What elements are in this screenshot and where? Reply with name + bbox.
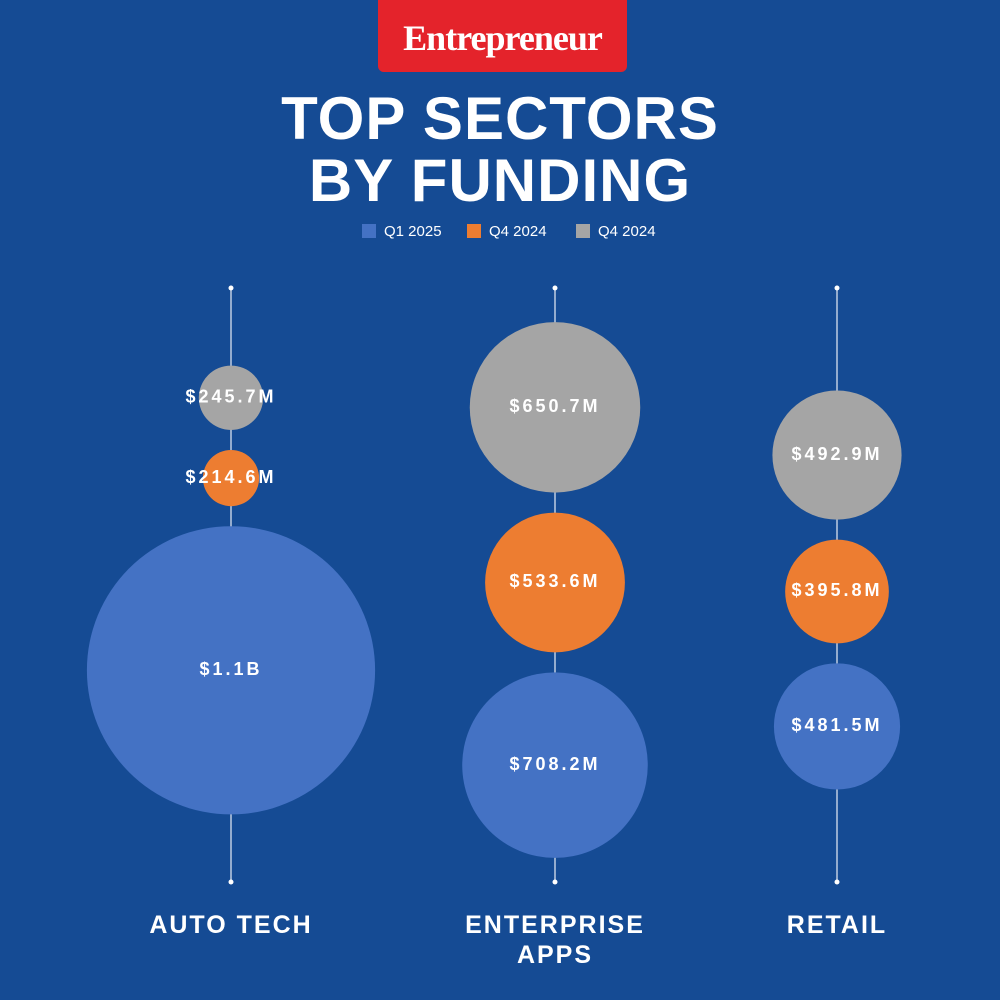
bubble bbox=[202, 449, 260, 507]
value-label: $533.6M bbox=[509, 571, 600, 591]
axis-end bbox=[228, 285, 234, 291]
bubble bbox=[86, 526, 376, 815]
legend-swatch bbox=[576, 224, 590, 238]
axis-end bbox=[834, 879, 840, 885]
bubble bbox=[772, 390, 902, 520]
axis-end bbox=[834, 285, 840, 291]
chart-title: TOP SECTORS BY FUNDING bbox=[281, 85, 719, 214]
bubble bbox=[198, 365, 264, 430]
bubble bbox=[773, 663, 901, 790]
axis-end bbox=[552, 285, 558, 291]
category-label: ENTERPRISE APPS bbox=[465, 911, 645, 969]
axis-end bbox=[228, 879, 234, 885]
value-label: $214.6M bbox=[185, 467, 276, 487]
bubble bbox=[785, 539, 889, 644]
value-label: $650.7M bbox=[509, 396, 600, 416]
legend-label: Q1 2025 bbox=[384, 223, 442, 240]
value-label: $245.7M bbox=[185, 387, 276, 407]
legend-label: Q4 2024 bbox=[489, 223, 547, 240]
value-label: $395.8M bbox=[791, 580, 882, 600]
value-label: $481.5M bbox=[791, 715, 882, 735]
bubble bbox=[462, 672, 648, 858]
value-label: $1.1B bbox=[199, 659, 262, 679]
legend-swatch bbox=[467, 224, 481, 238]
legend-swatch bbox=[362, 224, 376, 238]
bubble bbox=[469, 322, 641, 493]
category-label: RETAIL bbox=[786, 911, 888, 939]
value-label: $708.2M bbox=[509, 754, 600, 774]
axis-end bbox=[552, 879, 558, 885]
value-label: $492.9M bbox=[791, 444, 882, 464]
category-label: AUTO TECH bbox=[149, 911, 313, 939]
logo: Entrepreneur bbox=[378, 0, 627, 72]
legend-label: Q4 2024 bbox=[598, 223, 656, 240]
bubble bbox=[485, 512, 625, 653]
